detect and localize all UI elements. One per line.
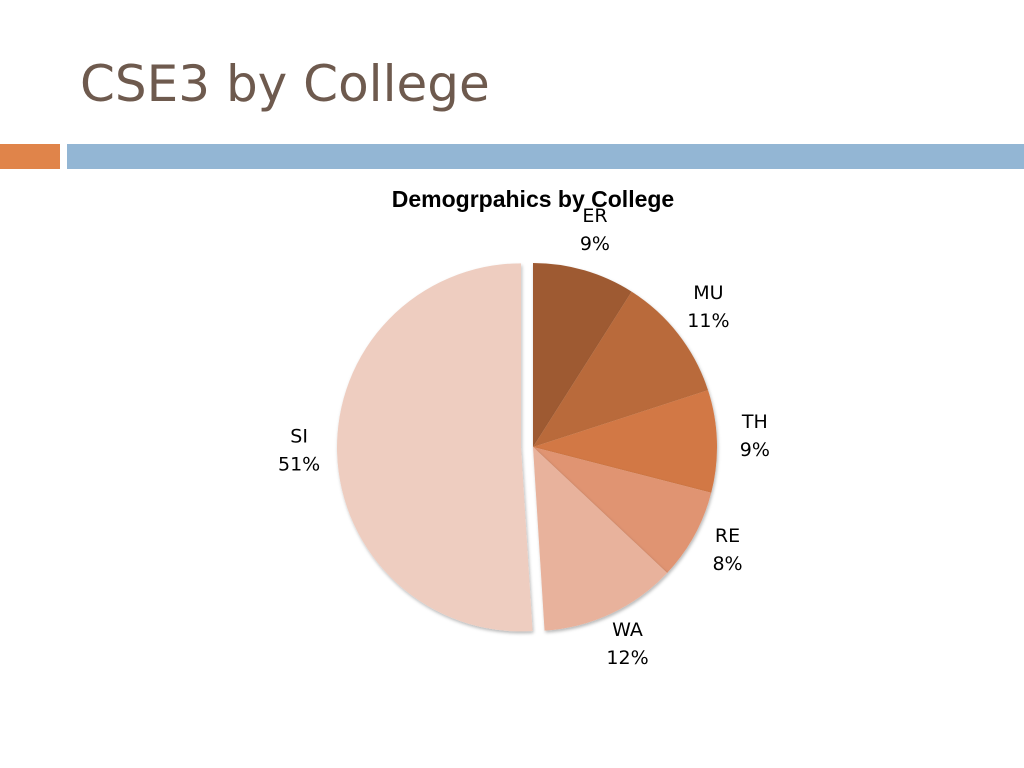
pie-slice-th bbox=[533, 390, 717, 493]
slice-label-mu: MU 11% bbox=[687, 282, 729, 332]
slice-name: ER bbox=[582, 205, 607, 227]
slice-percent: 9% bbox=[580, 233, 610, 255]
slice-label-wa: WA 12% bbox=[606, 619, 648, 669]
slice-percent: 8% bbox=[712, 553, 742, 575]
slice-label-si: SI 51% bbox=[278, 425, 320, 475]
slice-label-er: ER 9% bbox=[580, 205, 610, 255]
slice-percent: 9% bbox=[740, 439, 770, 461]
pie-slice-wa bbox=[533, 447, 668, 631]
pie-slices bbox=[337, 263, 717, 632]
slice-label-re: RE 8% bbox=[712, 525, 742, 575]
slice-label-th: TH 9% bbox=[740, 411, 770, 461]
chart-title: Demogrpahics by College bbox=[392, 186, 674, 212]
title-rule-bar bbox=[67, 144, 1024, 169]
slice-percent: 12% bbox=[606, 647, 648, 669]
pie-labels: ER 9% MU 11% TH 9% RE 8% WA 12% SI 51% bbox=[278, 205, 770, 669]
slice-name: WA bbox=[612, 619, 643, 641]
slice-percent: 51% bbox=[278, 453, 320, 475]
pie-slice-er bbox=[533, 263, 632, 447]
slice-name: RE bbox=[715, 525, 740, 547]
slice-name: MU bbox=[693, 282, 723, 304]
slide-title: CSE3 by College bbox=[80, 55, 490, 113]
slice-name: SI bbox=[290, 425, 308, 447]
pie-slice-mu bbox=[533, 291, 708, 447]
slice-name: TH bbox=[741, 411, 768, 433]
pie-slice-si bbox=[337, 263, 533, 632]
accent-bar bbox=[0, 144, 60, 169]
pie-slice-re bbox=[533, 447, 712, 573]
slice-percent: 11% bbox=[687, 310, 729, 332]
